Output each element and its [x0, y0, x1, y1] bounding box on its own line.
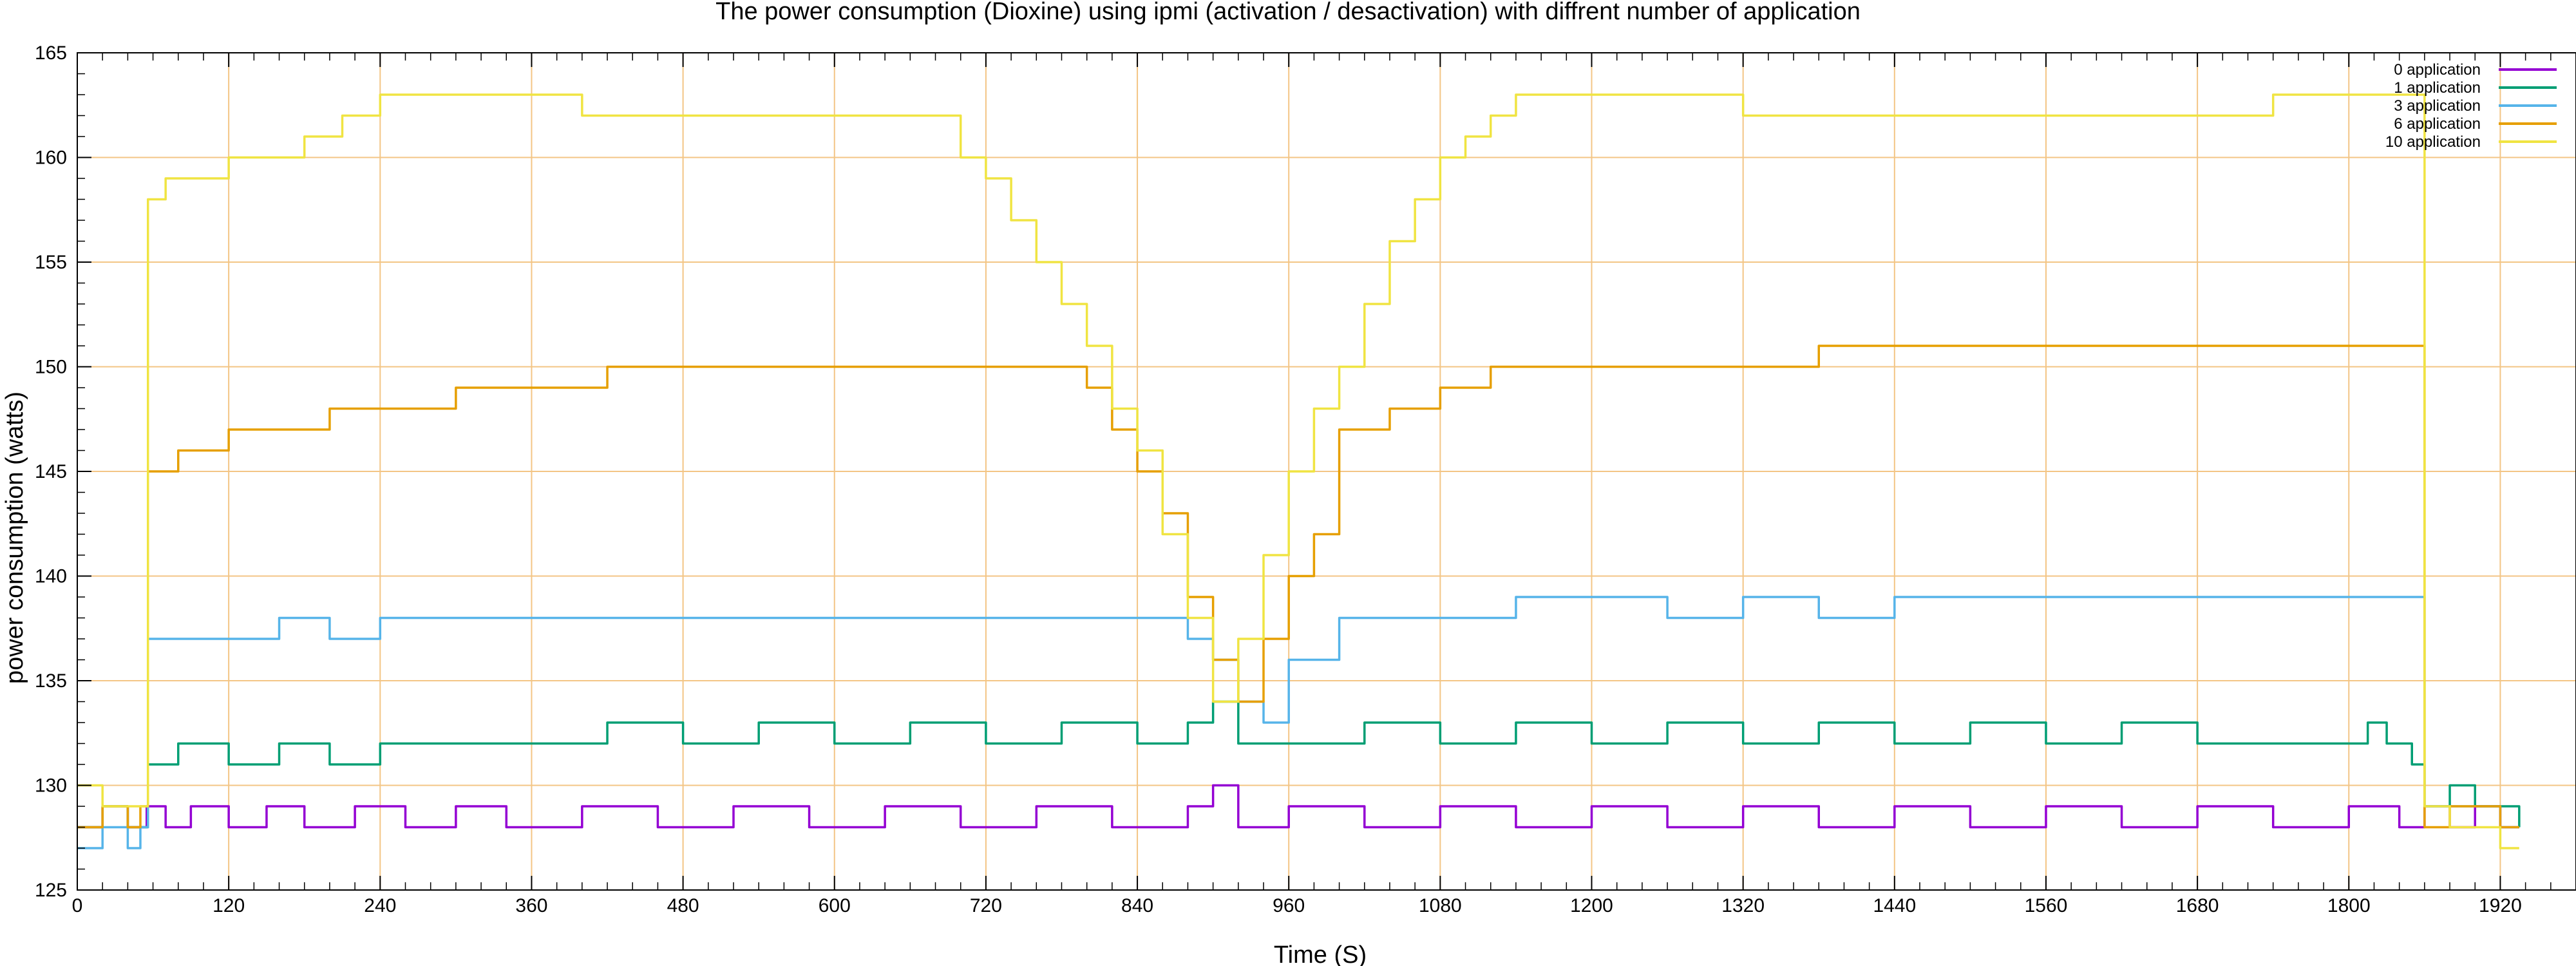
y-tick-label: 155	[35, 252, 67, 273]
x-tick-label: 1200	[1570, 895, 1613, 916]
legend-label-0: 0 application	[2394, 61, 2481, 79]
series-line-4	[77, 93, 2519, 849]
x-tick-label: 1320	[1721, 895, 1765, 916]
y-tick-label: 130	[35, 775, 67, 797]
grid	[77, 52, 2576, 891]
y-tick-label: 140	[35, 566, 67, 587]
x-axis-label: Time (S)	[1274, 942, 1367, 966]
y-tick-label: 135	[35, 670, 67, 692]
series-line-0	[77, 784, 2519, 829]
x-tick-label: 1440	[1873, 895, 1916, 916]
legend-label-4: 10 application	[2385, 133, 2481, 151]
x-tick-label: 360	[515, 895, 547, 916]
series-line-1	[77, 700, 2521, 829]
y-tick-label: 145	[35, 461, 67, 482]
x-tick-label: 1800	[2327, 895, 2371, 916]
legend-label-3: 6 application	[2394, 115, 2481, 133]
chart-title: The power consumption (Dioxine) using ip…	[715, 0, 1861, 25]
x-tick-label: 960	[1273, 895, 1305, 916]
x-tick-label: 1080	[1419, 895, 1462, 916]
series-line-3	[77, 345, 2519, 829]
y-tick-label: 160	[35, 147, 67, 169]
series-lines	[77, 93, 2521, 849]
x-tick-label: 240	[364, 895, 396, 916]
x-tick-label: 840	[1121, 895, 1153, 916]
x-tick-label: 120	[213, 895, 245, 916]
x-tick-label: 600	[819, 895, 851, 916]
x-tick-label: 480	[667, 895, 699, 916]
x-tick-label: 1680	[2176, 895, 2219, 916]
y-tick-label: 125	[35, 880, 67, 901]
y-tick-label: 165	[35, 43, 67, 64]
x-tick-label: 0	[72, 895, 83, 916]
legend-label-2: 3 application	[2394, 97, 2481, 115]
x-tick-label: 720	[970, 895, 1002, 916]
y-tick-label: 150	[35, 357, 67, 378]
axis-ticks: 0 120 240 360 480 600 720 840 960 1080 1200 1320 144…	[35, 43, 2576, 916]
legend-label-1: 1 application	[2394, 79, 2481, 97]
x-tick-label: 1560	[2025, 895, 2068, 916]
y-axis-label: power consumption (watts)	[1, 392, 28, 684]
x-tick-label: 1920	[2479, 895, 2522, 916]
